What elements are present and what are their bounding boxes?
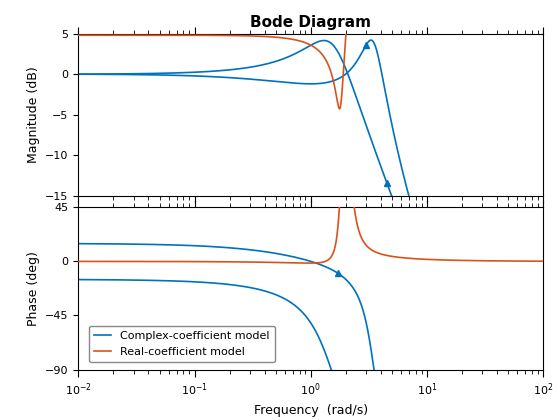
Y-axis label: Magnitude (dB): Magnitude (dB) bbox=[27, 66, 40, 163]
Title: Bode Diagram: Bode Diagram bbox=[250, 15, 371, 30]
Legend: Complex-coefficient model, Real-coefficient model: Complex-coefficient model, Real-coeffici… bbox=[88, 326, 275, 362]
X-axis label: Frequency  (rad/s): Frequency (rad/s) bbox=[254, 404, 368, 417]
Y-axis label: Phase (deg): Phase (deg) bbox=[27, 251, 40, 326]
